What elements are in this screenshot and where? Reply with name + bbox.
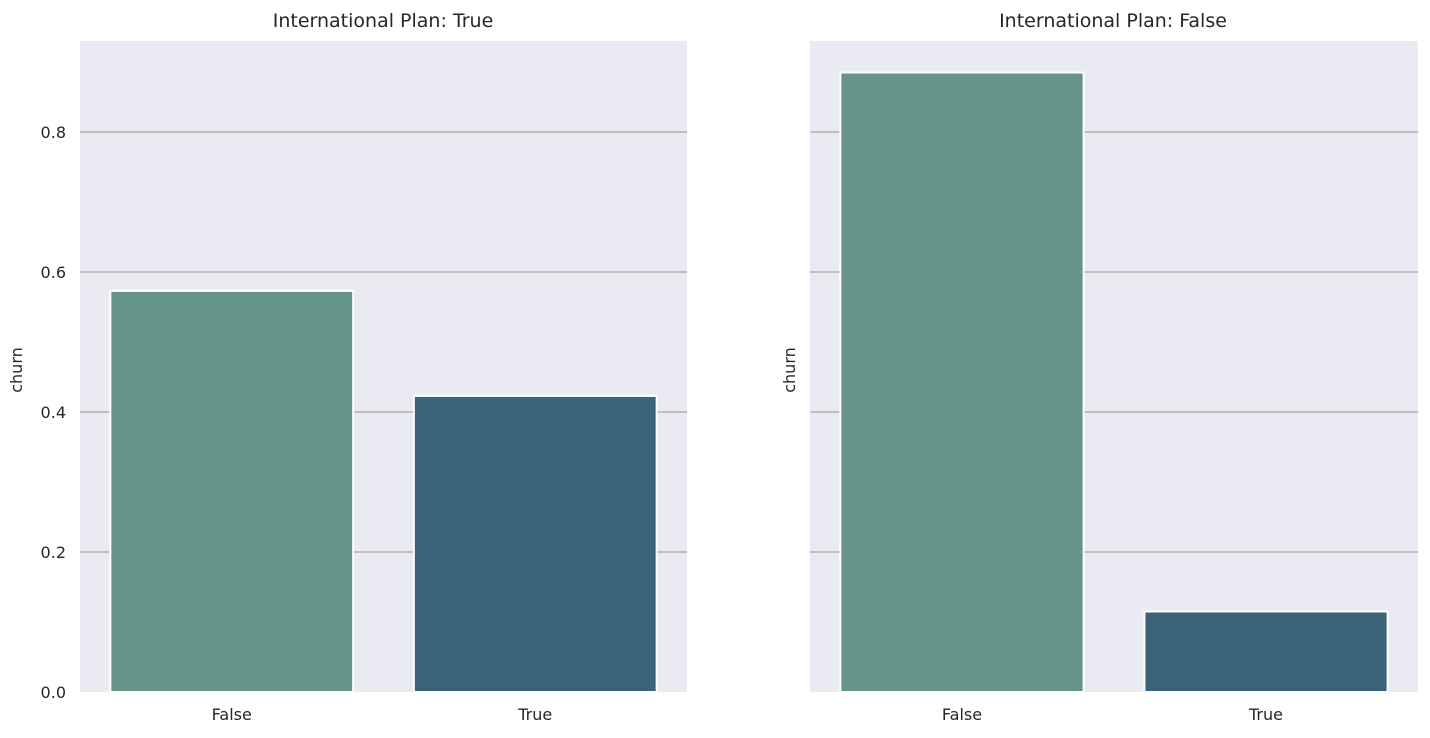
x-tick-label: False [942,705,982,724]
subplot-international-plan-true: 0.0 0.2 0.4 0.6 0.8 False True International … [7,10,687,724]
bars [839,71,1389,693]
bar-true [1143,610,1389,693]
x-tick-label: True [517,705,552,724]
y-tick-label: 0.2 [41,543,66,562]
chart-title: International Plan: False [999,10,1227,32]
bar-false [109,289,355,693]
y-tick-label: 0.6 [41,263,66,282]
y-axis-label: churn [7,347,26,393]
bar-true [412,394,658,693]
subplot-international-plan-false: False True International Plan: False chur… [780,10,1418,724]
y-tick-labels: 0.0 0.2 0.4 0.6 0.8 [41,123,66,702]
x-tick-labels: False True [942,705,1283,724]
x-tick-label: True [1248,705,1283,724]
bars [109,289,658,693]
y-tick-label: 0.0 [41,683,66,702]
chart-title: International Plan: True [273,10,494,32]
x-tick-label: False [212,705,252,724]
bar-false [839,71,1085,693]
y-axis-label: churn [780,347,799,393]
y-tick-label: 0.4 [41,403,66,422]
y-tick-label: 0.8 [41,123,66,142]
x-tick-labels: False True [212,705,553,724]
